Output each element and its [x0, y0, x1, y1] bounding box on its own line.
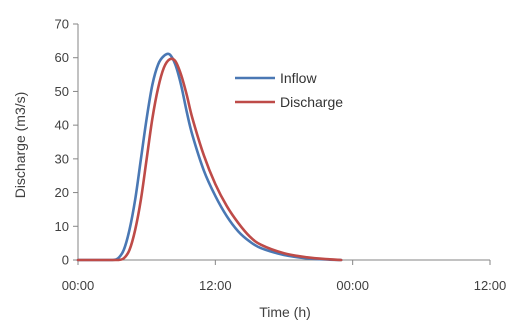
- legend: Inflow Discharge: [235, 70, 343, 110]
- axes: 0 10 20 30 40 50 60 70 00:00 12:00 00:00 12:00: [55, 17, 507, 294]
- y-tick-label: 20: [55, 185, 69, 200]
- x-axis-title: Time (h): [259, 304, 311, 320]
- y-tick-label: 30: [55, 151, 69, 166]
- legend-label-inflow: Inflow: [280, 70, 317, 86]
- y-tick-label: 0: [62, 253, 69, 268]
- legend-label-discharge: Discharge: [280, 94, 343, 110]
- y-tick-label: 60: [55, 50, 69, 65]
- y-tick-label: 10: [55, 219, 69, 234]
- y-tick-label: 40: [55, 118, 69, 133]
- series-layer: [76, 52, 343, 262]
- series-line-discharge: [76, 57, 343, 262]
- y-axis-title: Discharge (m3/s): [12, 92, 28, 199]
- y-tick-label: 50: [55, 84, 69, 99]
- x-tick-label: 12:00: [199, 278, 232, 293]
- x-tick-label: 00:00: [336, 278, 369, 293]
- y-tick-label: 70: [55, 17, 69, 32]
- x-tick-label: 00:00: [62, 278, 95, 293]
- x-tick-label: 12:00: [474, 278, 507, 293]
- series-line-inflow: [76, 52, 343, 262]
